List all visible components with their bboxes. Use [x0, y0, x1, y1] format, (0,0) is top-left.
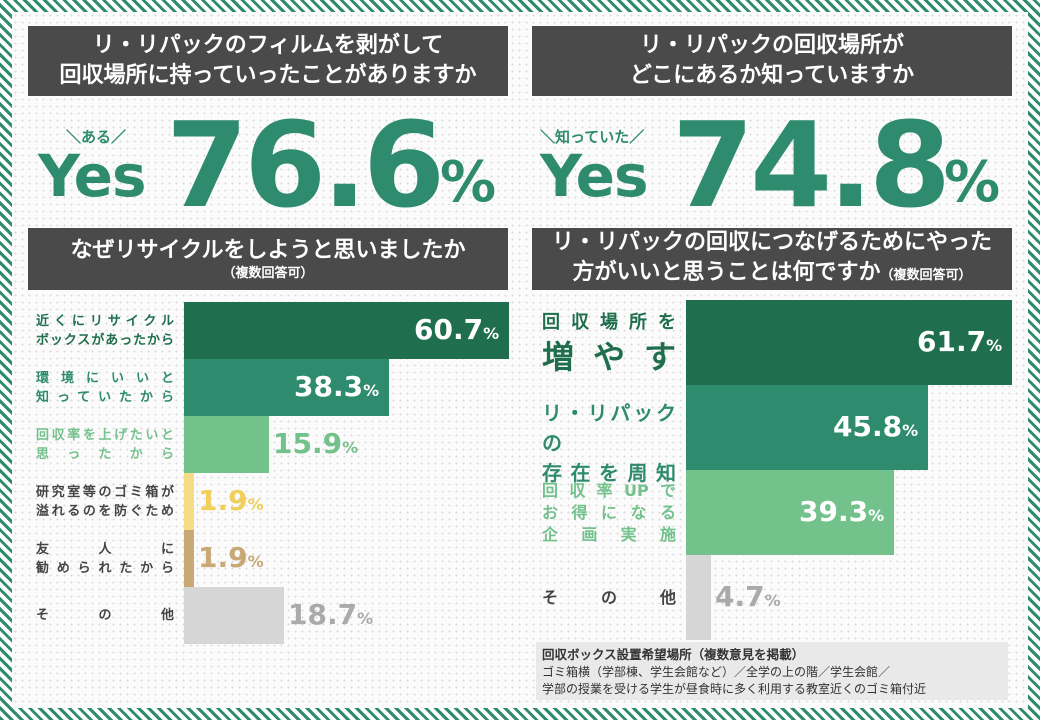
value-number: 39.3: [799, 494, 869, 528]
note-title: 回収ボックス設置希望場所（複数意見を掲載）: [542, 647, 805, 662]
category-label-line: 企画実施: [542, 524, 676, 544]
small-label-aru: ＼ある／: [66, 128, 127, 146]
category-label: その他: [36, 606, 174, 625]
value-unit: %: [247, 494, 264, 514]
category-label-line: 友人に: [36, 541, 174, 557]
value-unit: %: [357, 608, 374, 628]
category-label: 回収率を上げたいと 思ったから: [36, 426, 174, 464]
header-line-2-wrap: 方がいいと思うことは何ですか（複数回答可）: [572, 258, 971, 291]
category-label: 環境にいいと 知っていたから: [36, 369, 174, 407]
value-unit: %: [247, 551, 264, 571]
value-label: 60.7%: [414, 313, 499, 346]
value-number: 4.7: [715, 579, 765, 613]
note-line-2: 学部の授業を受ける学生が昼食時に多く利用する教室近くのゴミ箱付近: [542, 682, 927, 696]
question-header-suggestion: リ・リパックの回収につなげるためにやった 方がいいと思うことは何ですか（複数回答…: [532, 228, 1012, 290]
value-label: 18.7%: [288, 598, 373, 631]
category-label-line: 溢れるのを防ぐため: [36, 503, 174, 519]
bar: [184, 359, 389, 416]
category-label-line: 研究室等のゴミ箱が: [36, 484, 174, 500]
value-label: 61.7%: [917, 325, 1002, 358]
value-unit: %: [868, 505, 885, 525]
header-sub: （複数回答可）: [880, 267, 972, 283]
category-label: 回収率UPで お得になる 企画実施: [542, 480, 676, 546]
value-unit: %: [483, 323, 500, 343]
bar: [686, 470, 894, 555]
category-label-line: 回収率UPで: [542, 480, 676, 500]
category-label-line: 勧められたから: [36, 560, 174, 576]
percent-sign: %: [440, 150, 497, 215]
question-header-film: リ・リパックのフィルムを剥がして 回収場所に持っていったことがありますか: [28, 26, 508, 96]
category-label-line: 増やす: [542, 337, 676, 376]
header-line-1: リ・リパックの回収場所が: [639, 33, 904, 58]
category-label-line: 回収場所を: [542, 311, 676, 333]
value-label: 45.8%: [833, 410, 918, 443]
category-label-line: 知っていたから: [36, 389, 174, 405]
small-label-shitteita: ＼知っていた／: [540, 128, 645, 146]
category-label-line: その他: [542, 587, 676, 607]
category-label-line: 回収率を上げたいと: [36, 427, 174, 443]
category-label: 回収場所を 増やす: [542, 309, 676, 377]
header-line-1: リ・リパックのフィルムを剥がして: [92, 33, 444, 58]
bar: [686, 300, 1012, 385]
yes-label: Yes: [38, 142, 147, 210]
category-label-line: 環境にいいと: [36, 370, 174, 386]
question-header-location: リ・リパックの回収場所が どこにあるか知っていますか: [532, 26, 1012, 96]
value-label: 1.9%: [198, 484, 264, 517]
value-label: 15.9%: [273, 427, 358, 460]
collection-box-request-note: 回収ボックス設置希望場所（複数意見を掲載） ゴミ箱横（学部棟、学生会館など）／全…: [536, 642, 1008, 700]
value-number: 61.7: [917, 324, 987, 358]
value-label: 4.7%: [715, 580, 781, 613]
header-line-1: なぜリサイクルをしようと思いましたか: [70, 238, 466, 263]
category-label: 友人に勧められたから: [36, 540, 174, 578]
value-label: 39.3%: [799, 495, 884, 528]
big-percentage-value: 76.6: [166, 96, 445, 234]
bar: [184, 587, 284, 644]
value-label: 1.9%: [198, 541, 264, 574]
category-label: その他: [542, 586, 676, 610]
bar: [184, 530, 194, 587]
header-sub: （複数回答可）: [222, 266, 314, 281]
category-label-line: 近くにリサイクル: [36, 313, 174, 329]
category-label-line: 存在を周知: [542, 460, 676, 485]
value-number: 38.3: [294, 369, 364, 403]
percent-sign: %: [944, 150, 1001, 215]
value-number: 15.9: [273, 426, 343, 460]
header-line-2: どこにあるか知っていますか: [629, 63, 915, 88]
value-number: 18.7: [288, 597, 358, 631]
value-unit: %: [986, 335, 1003, 355]
value-unit: %: [764, 590, 781, 610]
bar: [184, 473, 194, 530]
header-line-2: 回収場所に持っていったことがありますか: [59, 63, 477, 88]
yes-label: Yes: [540, 142, 649, 210]
category-label-line: リ・リパックの: [542, 400, 676, 455]
value-label: 38.3%: [294, 370, 379, 403]
bar: [686, 555, 711, 640]
category-label-line: お得になる: [542, 502, 676, 522]
value-number: 60.7: [414, 312, 484, 346]
note-line-1: ゴミ箱横（学部棟、学生会館など）／全学の上の階／学生会館／: [542, 665, 891, 679]
question-header-reason: なぜリサイクルをしようと思いましたか （複数回答可）: [28, 228, 508, 290]
header-line-1: リ・リパックの回収につなげるためにやった: [551, 229, 992, 255]
category-label: リ・リパックの存在を周知: [542, 398, 676, 488]
value-unit: %: [363, 380, 380, 400]
category-label-line: その他: [36, 608, 174, 623]
bar: [184, 302, 509, 359]
value-unit: %: [342, 437, 359, 457]
category-label: 研究室等のゴミ箱が 溢れるのを防ぐため: [36, 483, 174, 521]
header-line-2: 方がいいと思うことは何ですか: [572, 259, 881, 285]
value-number: 1.9: [198, 540, 248, 574]
value-number: 1.9: [198, 483, 248, 517]
big-percentage-value: 74.8: [672, 96, 951, 234]
bar: [686, 385, 928, 470]
category-label-line: 思ったから: [36, 446, 174, 462]
category-label-line: ボックスがあったから: [36, 332, 174, 348]
value-number: 45.8: [833, 409, 903, 443]
value-unit: %: [902, 420, 919, 440]
category-label: 近くにリサイクル ボックスがあったから: [36, 312, 174, 350]
bar: [184, 416, 269, 473]
